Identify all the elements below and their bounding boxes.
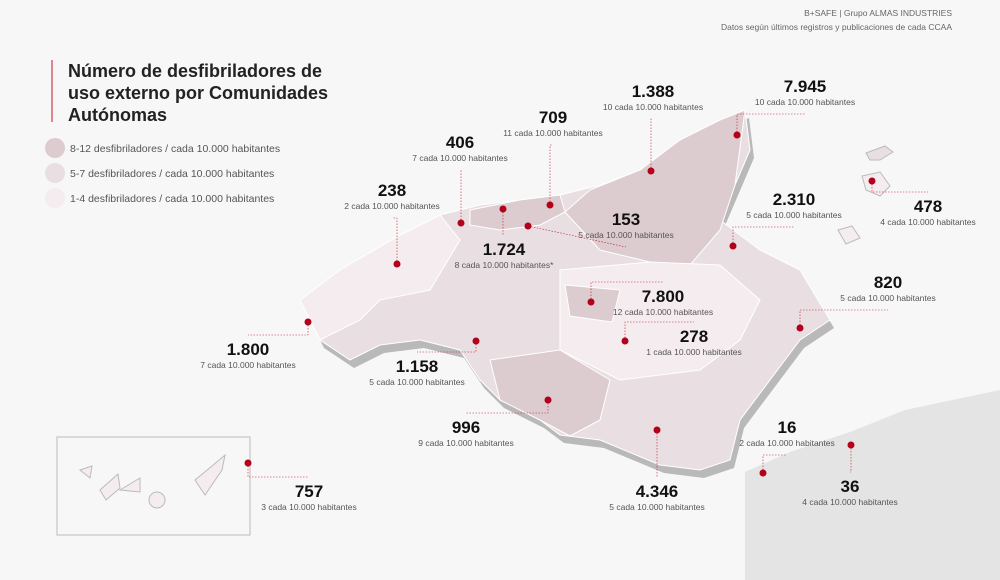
legend-label: 1-4 desfibriladores / cada 10.000 habita… (70, 193, 274, 205)
region-west (299, 214, 461, 341)
region-rate: 5 cada 10.000 habitantes (609, 502, 704, 512)
region-rate: 5 cada 10.000 habitantes (369, 377, 464, 387)
region-dot (524, 222, 532, 230)
region-count: 406 (446, 133, 474, 152)
region-rate: 7 cada 10.000 habitantes (412, 153, 507, 163)
region-count: 1.724 (483, 240, 526, 259)
region-count: 16 (778, 418, 797, 437)
region-dot (653, 426, 661, 434)
region-count: 7.945 (784, 77, 827, 96)
leader-line (871, 181, 928, 193)
region-count: 36 (841, 477, 860, 496)
region-rate: 7 cada 10.000 habitantes (200, 360, 295, 370)
legend-label: 8-12 desfibriladores / cada 10.000 habit… (70, 143, 280, 155)
region-north-coast (469, 194, 566, 231)
region-count: 2.310 (773, 190, 816, 209)
region-rate: 1 cada 10.000 habitantes (646, 347, 741, 357)
leader-line (590, 281, 663, 302)
leader-line (247, 463, 309, 478)
region-count: 1.158 (396, 357, 439, 376)
region-rate: 3 cada 10.000 habitantes (261, 502, 356, 512)
leader-line (392, 217, 398, 264)
canarias-5 (194, 453, 226, 496)
region-dot (647, 167, 655, 175)
leader-line (417, 341, 477, 353)
region-dot (304, 318, 312, 326)
region-count: 478 (914, 197, 942, 216)
region-rate: 9 cada 10.000 habitantes (418, 438, 513, 448)
legend-swatch (45, 138, 65, 158)
region-count: 278 (680, 327, 708, 346)
region-rate: 10 cada 10.000 habitantes (603, 102, 703, 112)
region-count: 4.346 (636, 482, 679, 501)
legend-swatch (45, 188, 65, 208)
region-count: 757 (295, 482, 323, 501)
region-count: 7.800 (642, 287, 685, 306)
canarias-inset (56, 436, 251, 536)
baleares-2 (861, 171, 891, 197)
africa-coast (745, 390, 1000, 580)
region-dot (244, 459, 252, 467)
canarias-2 (99, 473, 121, 501)
region-rate: 4 cada 10.000 habitantes (802, 497, 897, 507)
region-dot (544, 396, 552, 404)
region-count: 238 (378, 181, 406, 200)
region-rate: 8 cada 10.000 habitantes* (455, 260, 554, 270)
region-north (564, 109, 746, 266)
region-rate: 2 cada 10.000 habitantes (344, 201, 439, 211)
region-dot (393, 260, 401, 268)
region-rate: 5 cada 10.000 habitantes (746, 210, 841, 220)
region-dot (457, 219, 465, 227)
region-dot (587, 298, 595, 306)
region-dot (621, 337, 629, 345)
region-count: 820 (874, 273, 902, 292)
region-count: 709 (539, 108, 567, 127)
region-rate: 5 cada 10.000 habitantes (840, 293, 935, 303)
region-dot (499, 205, 507, 213)
region-rate: 5 cada 10.000 habitantes (578, 230, 673, 240)
leader-line (466, 400, 549, 414)
leader-line (624, 321, 694, 341)
leader-line (762, 454, 787, 473)
source-line: Datos según últimos registros y publicac… (721, 22, 952, 32)
region-dot (733, 131, 741, 139)
leader-line (650, 118, 653, 171)
baleares-3 (837, 225, 861, 245)
legend-label: 5-7 desfibriladores / cada 10.000 habita… (70, 168, 274, 180)
region-rate: 2 cada 10.000 habitantes (739, 438, 834, 448)
region-count: 153 (612, 210, 640, 229)
region-rate: 10 cada 10.000 habitantes (755, 97, 855, 107)
legend-swatch (45, 163, 65, 183)
region-dot (472, 337, 480, 345)
region-dot (868, 177, 876, 185)
leader-line (549, 144, 553, 205)
region-dot (796, 324, 804, 332)
region-count: 996 (452, 418, 480, 437)
leader-line (850, 445, 852, 473)
region-count: 1.388 (632, 82, 675, 101)
region-rate: 11 cada 10.000 habitantes (503, 128, 603, 138)
region-dot (759, 469, 767, 477)
title: Número de desfibriladores de uso externo… (68, 61, 329, 125)
baleares-1 (865, 145, 894, 161)
region-rate: 4 cada 10.000 habitantes (880, 217, 975, 227)
leader-line (732, 226, 794, 246)
canarias-3 (118, 477, 141, 493)
source-line: B+SAFE | Grupo ALMAS INDUSTRIES (804, 8, 952, 18)
canarias-4 (148, 491, 166, 509)
region-dot (546, 201, 554, 209)
region-count: 1.800 (227, 340, 270, 359)
region-dot (729, 242, 737, 250)
region-south-west (489, 349, 611, 437)
canarias-1 (78, 465, 93, 479)
region-dot (847, 441, 855, 449)
region-rate: 12 cada 10.000 habitantes (613, 307, 713, 317)
leader-line (799, 309, 888, 328)
leader-line (248, 322, 309, 336)
leader-line (736, 113, 805, 135)
